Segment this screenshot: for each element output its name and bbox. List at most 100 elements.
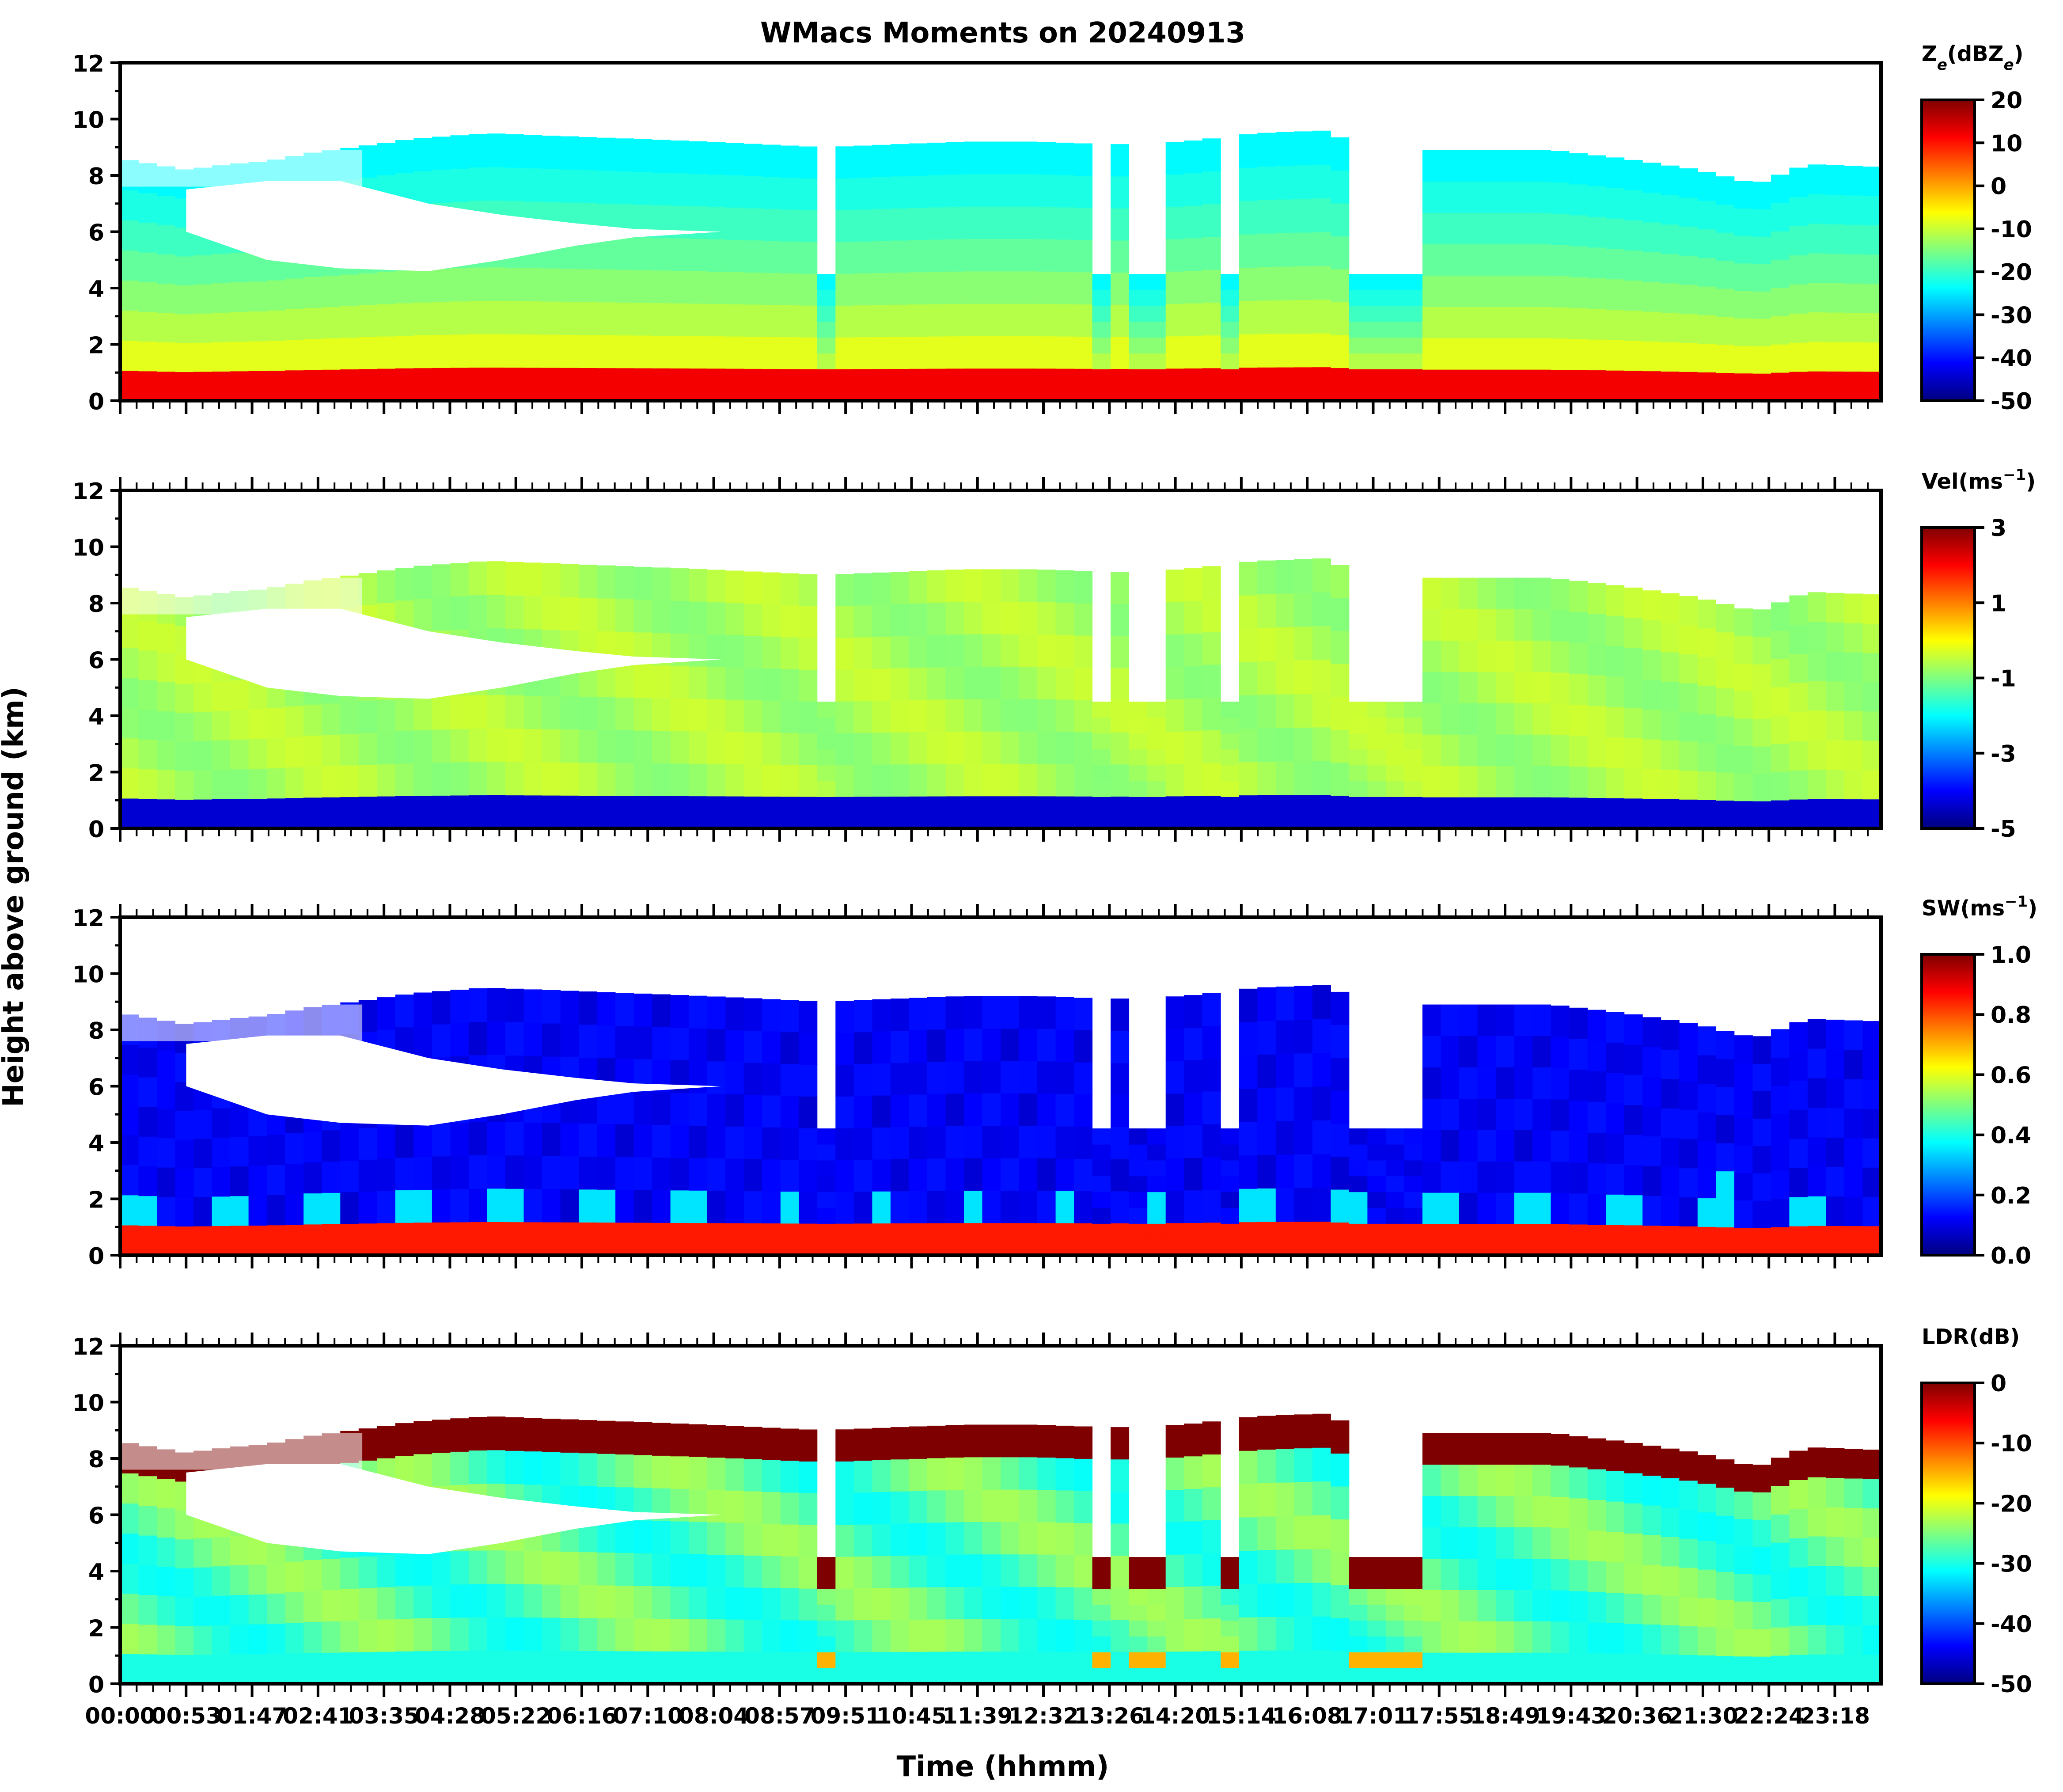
data-cell: [1037, 174, 1056, 207]
data-cell: [1385, 321, 1404, 338]
data-cell: [652, 665, 671, 699]
data-cell: [597, 335, 616, 368]
x-tick-label: 06:16: [546, 1703, 617, 1729]
data-cell: [157, 711, 175, 741]
data-cell: [1569, 673, 1588, 705]
data-cell: [377, 1555, 396, 1587]
data-cell: [799, 765, 818, 797]
data-cell: [780, 177, 799, 210]
data-cell: [542, 301, 561, 335]
data-cell: [1569, 1560, 1588, 1591]
colorbar-ze: [1920, 99, 1976, 402]
data-cell: [1587, 186, 1606, 217]
data-cell: [1587, 706, 1606, 737]
data-cell: [1587, 1438, 1606, 1469]
data-cell: [1074, 143, 1093, 176]
data-cell: [157, 1226, 175, 1255]
data-cell: [1001, 1554, 1019, 1587]
data-cell: [1771, 1571, 1790, 1599]
colorbar-tick-label: -20: [1991, 1491, 2032, 1517]
data-cell: [1514, 1192, 1533, 1224]
data-cell: [1074, 699, 1093, 733]
data-cell: [212, 342, 231, 372]
y-tick-label: 4: [88, 1131, 104, 1157]
data-cell: [377, 1223, 396, 1255]
data-cell: [1294, 1414, 1313, 1449]
data-cell: [1129, 274, 1148, 290]
data-cell: [1147, 1636, 1166, 1652]
data-cell: [725, 1555, 744, 1587]
data-cell: [1624, 1135, 1643, 1166]
data-cell: [1221, 797, 1240, 813]
data-cell: [1862, 1625, 1881, 1655]
data-cell: [964, 1651, 982, 1684]
x-tick-label: 00:53: [151, 1703, 221, 1729]
data-cell: [853, 1556, 872, 1589]
data-cell: [1422, 766, 1441, 797]
data-cell: [1129, 733, 1148, 750]
data-cell: [633, 1190, 652, 1223]
data-cell: [1752, 1492, 1771, 1520]
data-cell: [395, 763, 414, 796]
data-cell: [1716, 176, 1735, 205]
data-cell: [1697, 657, 1716, 686]
data-cell: [1679, 741, 1698, 771]
data-cell: [395, 730, 414, 764]
data-cell: [1697, 1626, 1716, 1655]
data-cell: [1312, 761, 1331, 795]
data-cell: [1477, 734, 1496, 766]
data-cell: [762, 1191, 781, 1224]
data-cell: [1716, 316, 1735, 345]
data-cell: [1697, 1655, 1716, 1684]
data-cell: [1202, 730, 1221, 763]
data-cell: [1385, 749, 1404, 766]
data-cell: [230, 1107, 249, 1137]
data-cell: [835, 337, 854, 369]
y-tick-label: 2: [88, 760, 104, 787]
panel-ldr: 02468101200:0000:5301:4702:4103:3504:280…: [72, 1325, 2032, 1729]
data-cell: [1551, 1006, 1570, 1037]
data-cell: [1165, 569, 1184, 603]
data-cell: [1661, 769, 1680, 799]
data-cell: [1551, 641, 1570, 673]
data-cell: [450, 1122, 469, 1156]
data-cell: [762, 304, 781, 337]
data-cell: [1312, 266, 1331, 300]
data-cell: [505, 1122, 524, 1156]
data-cell: [1551, 276, 1570, 308]
data-cell: [725, 635, 744, 668]
data-cell: [303, 1224, 322, 1255]
data-cell: [853, 1652, 872, 1684]
data-cell: [1752, 1118, 1771, 1146]
data-cell: [1257, 1449, 1276, 1483]
data-cell: [762, 636, 781, 669]
data-cell: [1422, 1004, 1441, 1036]
data-cell: [1165, 602, 1184, 635]
data-cell: [615, 1222, 634, 1255]
data-cell: [1221, 1604, 1240, 1621]
data-cell: [817, 353, 836, 369]
data-cell: [340, 733, 359, 766]
data-cell: [689, 1190, 708, 1223]
data-cell: [1092, 765, 1111, 782]
data-cell: [817, 1620, 836, 1637]
data-cell: [799, 1429, 818, 1462]
data-cell: [1239, 234, 1258, 268]
data-cell: [633, 335, 652, 368]
data-cell: [835, 638, 854, 670]
data-cell: [872, 1587, 891, 1620]
data-cell: [909, 1062, 928, 1095]
data-cell: [725, 1062, 744, 1094]
data-cell: [1477, 1621, 1496, 1653]
data-cell: [1165, 1619, 1184, 1652]
data-cell: [487, 1550, 506, 1584]
data-cell: [743, 668, 762, 700]
data-cell: [1275, 334, 1294, 368]
data-cell: [450, 695, 469, 729]
data-cell: [835, 369, 854, 401]
data-cell: [468, 1583, 487, 1617]
data-cell: [1165, 996, 1184, 1029]
data-cell: [579, 991, 597, 1025]
data-cell: [1697, 229, 1716, 258]
data-cell: [1697, 1169, 1716, 1199]
